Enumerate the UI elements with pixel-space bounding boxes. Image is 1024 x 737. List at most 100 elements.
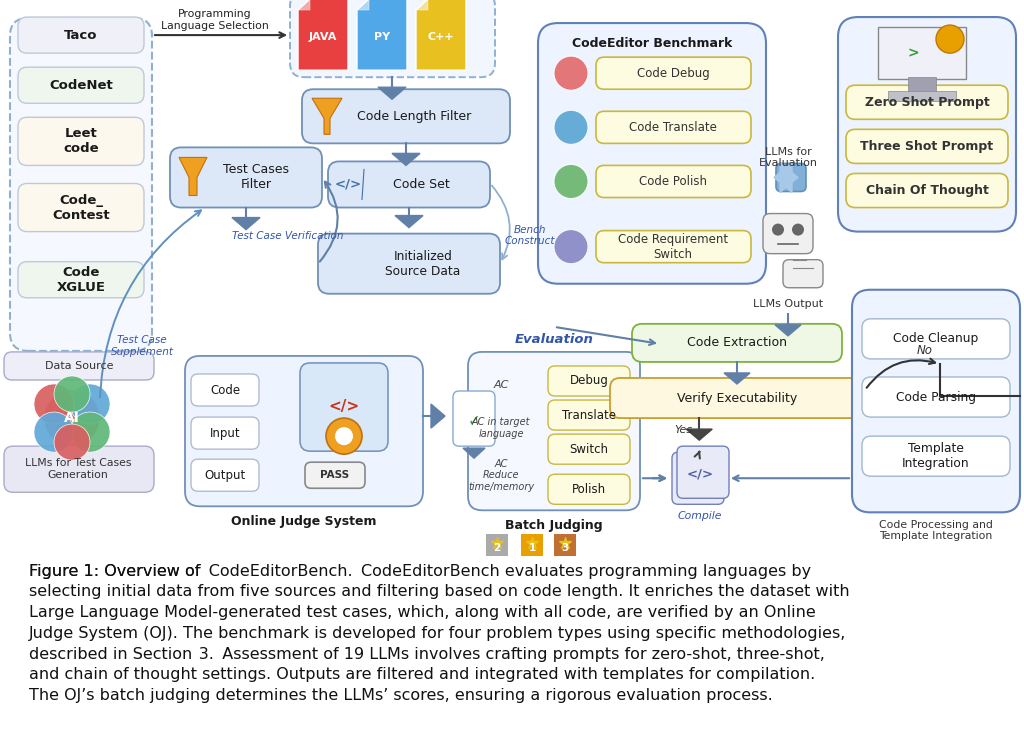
Text: Code Requirement
Switch: Code Requirement Switch <box>617 233 728 261</box>
Text: Three Shot Prompt: Three Shot Prompt <box>860 140 993 153</box>
FancyBboxPatch shape <box>548 366 630 396</box>
FancyBboxPatch shape <box>677 446 729 498</box>
Text: Output: Output <box>205 469 246 482</box>
Text: LLMs for
Evaluation: LLMs for Evaluation <box>759 147 817 168</box>
Polygon shape <box>357 0 369 10</box>
FancyBboxPatch shape <box>4 446 154 492</box>
FancyBboxPatch shape <box>18 67 144 103</box>
FancyBboxPatch shape <box>838 17 1016 231</box>
FancyBboxPatch shape <box>305 462 365 488</box>
Polygon shape <box>395 215 423 228</box>
Text: Code: Code <box>210 383 240 397</box>
Circle shape <box>792 223 804 236</box>
Circle shape <box>34 384 74 424</box>
Circle shape <box>326 418 362 454</box>
Text: JAVA: JAVA <box>309 32 337 42</box>
Polygon shape <box>392 153 420 165</box>
FancyBboxPatch shape <box>596 111 751 144</box>
FancyBboxPatch shape <box>610 378 865 418</box>
Text: Figure 1: Overview of  CodeEditorBench.  CodeEditorBench evaluates programming l: Figure 1: Overview of CodeEditorBench. C… <box>29 564 849 703</box>
Circle shape <box>335 427 353 445</box>
FancyBboxPatch shape <box>18 184 144 231</box>
Text: Code Polish: Code Polish <box>639 175 707 188</box>
Text: Code Set: Code Set <box>392 178 450 191</box>
Text: Code Parsing: Code Parsing <box>896 391 976 404</box>
Bar <box>878 27 966 79</box>
FancyBboxPatch shape <box>18 117 144 165</box>
Text: Test Case Verification: Test Case Verification <box>232 231 344 240</box>
Circle shape <box>44 390 100 446</box>
FancyBboxPatch shape <box>170 147 322 208</box>
Text: Taco: Taco <box>65 29 97 41</box>
Text: LLMs for Test Cases
Generation: LLMs for Test Cases Generation <box>25 458 131 480</box>
Polygon shape <box>179 158 207 195</box>
Polygon shape <box>431 404 445 428</box>
Text: Bench
Construct: Bench Construct <box>505 225 555 246</box>
Circle shape <box>54 424 90 460</box>
FancyBboxPatch shape <box>18 17 144 53</box>
Circle shape <box>34 412 74 453</box>
Bar <box>888 91 956 101</box>
FancyBboxPatch shape <box>191 374 259 406</box>
FancyBboxPatch shape <box>846 85 1008 119</box>
Text: Debug: Debug <box>569 374 608 388</box>
Text: Template
Integration: Template Integration <box>902 442 970 470</box>
Circle shape <box>70 384 110 424</box>
Polygon shape <box>232 217 260 230</box>
Text: Switch: Switch <box>569 443 608 455</box>
Text: Code
XGLUE: Code XGLUE <box>56 266 105 294</box>
Text: Figure 1: Overview of: Figure 1: Overview of <box>29 564 205 579</box>
Text: Evaluation: Evaluation <box>515 333 594 346</box>
Text: Translate: Translate <box>562 408 616 422</box>
Text: AC in target
language: AC in target language <box>472 417 530 439</box>
Text: C++: C++ <box>428 32 455 42</box>
Circle shape <box>70 412 110 453</box>
Text: 1: 1 <box>528 543 536 553</box>
Text: Programming
Language Selection: Programming Language Selection <box>161 10 269 31</box>
FancyBboxPatch shape <box>672 453 724 504</box>
FancyBboxPatch shape <box>10 18 152 351</box>
Text: AI: AI <box>65 411 80 425</box>
Text: No: No <box>918 344 933 357</box>
Text: Yes: Yes <box>674 425 692 435</box>
Polygon shape <box>378 87 406 99</box>
Polygon shape <box>724 373 750 384</box>
FancyBboxPatch shape <box>862 436 1010 476</box>
Polygon shape <box>298 0 348 70</box>
Circle shape <box>772 223 784 236</box>
Polygon shape <box>463 448 485 458</box>
FancyBboxPatch shape <box>300 363 388 451</box>
FancyBboxPatch shape <box>548 400 630 430</box>
FancyBboxPatch shape <box>538 23 766 284</box>
FancyBboxPatch shape <box>191 417 259 449</box>
Text: Code Processing and
Template Integration: Code Processing and Template Integration <box>879 520 993 541</box>
Text: Code Translate: Code Translate <box>629 121 717 134</box>
FancyBboxPatch shape <box>453 391 495 446</box>
Text: </>: </> <box>686 468 714 481</box>
Text: 3: 3 <box>561 543 568 553</box>
FancyBboxPatch shape <box>596 231 751 262</box>
FancyBboxPatch shape <box>18 262 144 298</box>
Circle shape <box>554 230 588 264</box>
Circle shape <box>936 25 964 53</box>
Circle shape <box>554 56 588 90</box>
Text: Code Length Filter: Code Length Filter <box>357 110 471 123</box>
Text: Data Source: Data Source <box>45 361 114 371</box>
Text: Test Cases
Filter: Test Cases Filter <box>223 164 289 192</box>
FancyBboxPatch shape <box>468 352 640 510</box>
FancyBboxPatch shape <box>302 89 510 144</box>
Text: Code_
Contest: Code_ Contest <box>52 194 110 222</box>
Text: PASS: PASS <box>321 470 349 481</box>
Polygon shape <box>780 162 798 192</box>
FancyBboxPatch shape <box>862 377 1010 417</box>
Text: 2: 2 <box>494 543 501 553</box>
Text: AC: AC <box>494 380 509 390</box>
Text: Polish: Polish <box>572 483 606 496</box>
Polygon shape <box>416 0 466 70</box>
FancyBboxPatch shape <box>191 459 259 492</box>
Polygon shape <box>357 0 407 70</box>
Polygon shape <box>686 429 713 440</box>
Text: Leet
code: Leet code <box>63 128 98 156</box>
Text: Chain Of Thought: Chain Of Thought <box>865 184 988 197</box>
FancyBboxPatch shape <box>852 290 1020 512</box>
